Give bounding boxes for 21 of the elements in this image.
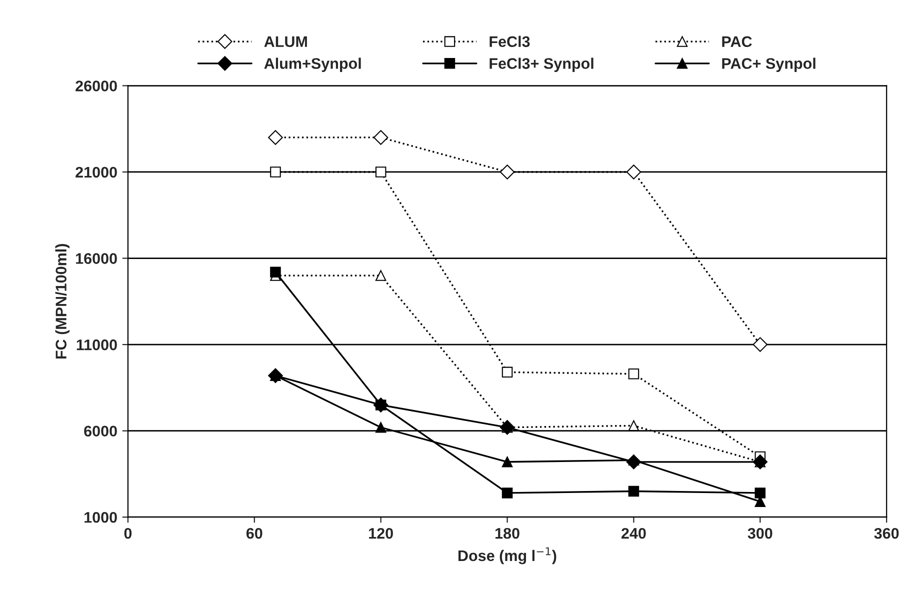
y-axis-title: FC (MPN/100ml)	[55, 244, 70, 359]
legend-label: PAC	[722, 36, 752, 48]
x-tick-label: 180	[495, 528, 520, 539]
legend-label: Alum+Synpol	[264, 58, 361, 72]
y-tick-label: 26000	[76, 80, 117, 92]
x-tick-label: 60	[246, 528, 262, 539]
y-tick-label: 11000	[76, 339, 117, 350]
y-tick-label: 16000	[76, 253, 117, 264]
x-tick-label: 240	[621, 528, 646, 539]
y-tick-label: 1000	[84, 512, 117, 523]
x-tick-label: 0	[124, 528, 132, 539]
y-tick-label: 6000	[84, 426, 117, 437]
x-axis-title: Dose (mg l$^{−1}$)	[458, 547, 556, 564]
x-tick-label: 360	[874, 528, 899, 539]
x-tick-label: 300	[748, 528, 772, 539]
legend-label: FeCl3	[490, 36, 530, 48]
legend-label: FeCl3+ Synpol	[490, 58, 594, 72]
x-tick-label: 120	[369, 528, 393, 539]
legend-label: ALUM	[264, 36, 307, 48]
legend-label: PAC+ Synpol	[722, 58, 816, 72]
y-tick-label: 21000	[76, 166, 117, 178]
